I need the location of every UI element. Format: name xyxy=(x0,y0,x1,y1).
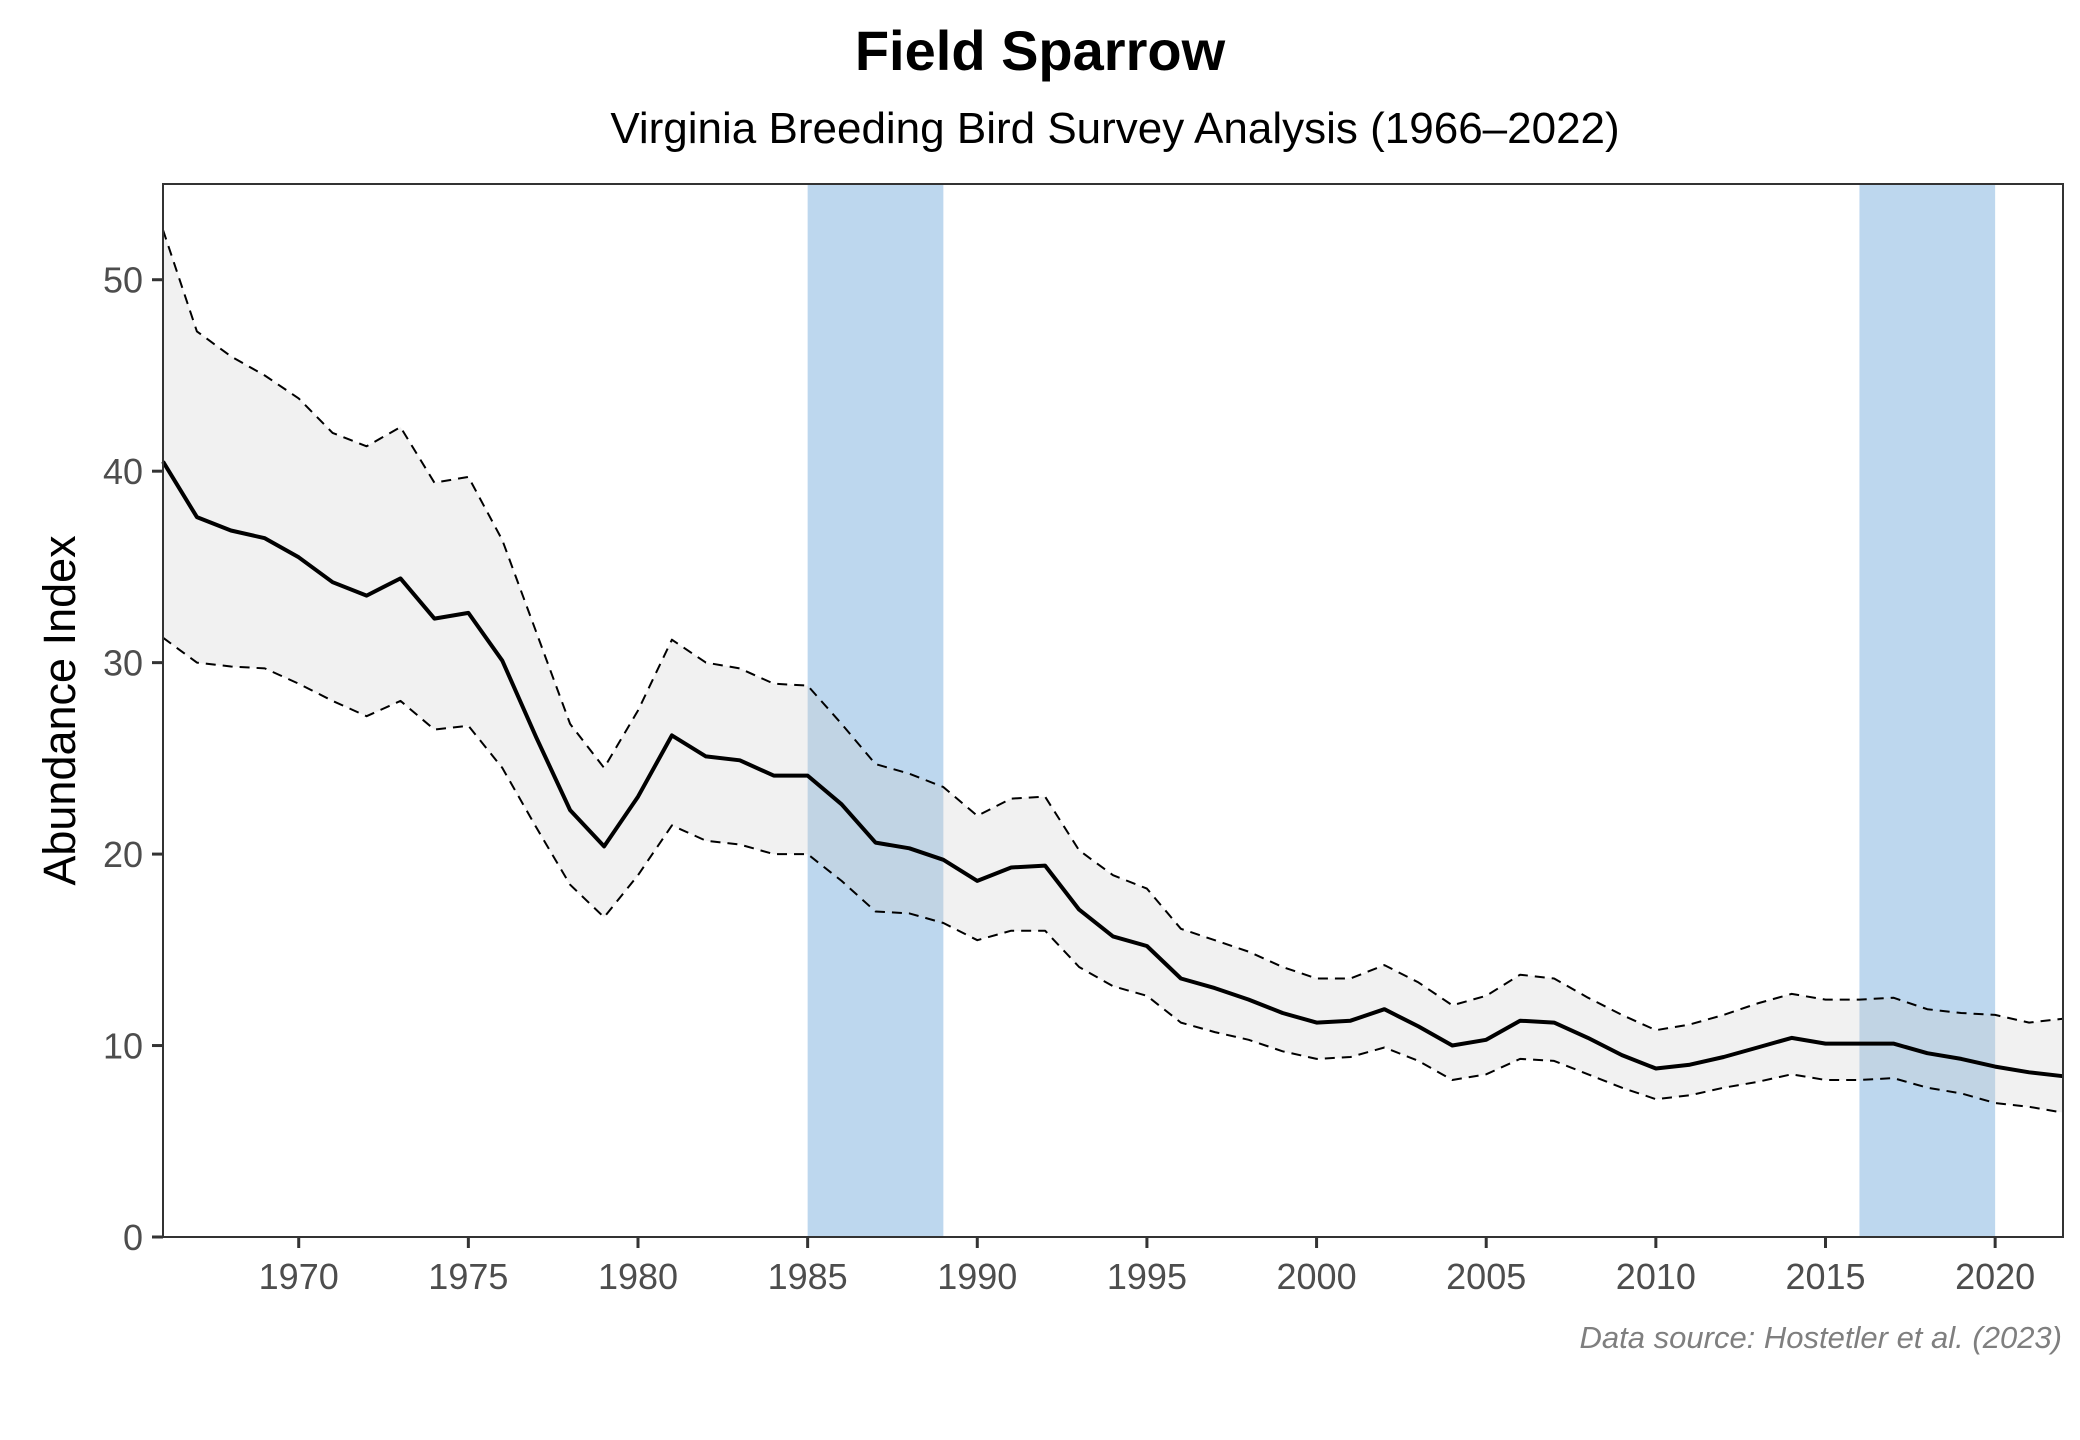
x-tick-label-1970: 1970 xyxy=(259,1256,339,1297)
x-axis: 1970 1975 1980 1985 1990 1995 2000 2005 2010 2015… xyxy=(259,1237,2035,1297)
x-tick-label-1990: 1990 xyxy=(937,1256,1017,1297)
y-tick-label-50: 50 xyxy=(103,260,143,301)
series-lines xyxy=(161,229,2064,1114)
lower-limit-line xyxy=(162,636,2064,1114)
x-tick-label-1975: 1975 xyxy=(428,1256,508,1297)
x-tick-label-2005: 2005 xyxy=(1446,1256,1526,1297)
x-tick-label-1995: 1995 xyxy=(1107,1256,1187,1297)
abundance-index-line xyxy=(161,460,2064,1079)
x-tick-label-1985: 1985 xyxy=(768,1256,848,1297)
chart-title: Field Sparrow xyxy=(854,19,1226,82)
y-tick-label-30: 30 xyxy=(103,643,143,684)
y-axis-title: Abundance Index xyxy=(34,535,85,886)
y-tick-label-20: 20 xyxy=(103,834,143,875)
data-source-caption: Data source: Hostetler et al. (2023) xyxy=(1579,1320,2062,1355)
plot-panel-border xyxy=(162,183,2064,1238)
upper-limit-line xyxy=(162,229,2064,1032)
y-tick-label-10: 10 xyxy=(103,1026,143,1067)
x-tick-label-2000: 2000 xyxy=(1277,1256,1357,1297)
x-tick-label-2020: 2020 xyxy=(1955,1256,2035,1297)
credible-interval-ribbon xyxy=(163,229,2063,1113)
y-tick-label-40: 40 xyxy=(103,451,143,492)
x-tick-label-1980: 1980 xyxy=(598,1256,678,1297)
y-tick-label-0: 0 xyxy=(123,1217,143,1258)
ribbon-area xyxy=(163,229,2063,1113)
highlight-band-1985-1989 xyxy=(807,184,944,1237)
y-axis: 0 10 20 30 40 50 xyxy=(103,260,163,1258)
x-tick-label-2015: 2015 xyxy=(1785,1256,1865,1297)
chart-subtitle: Virginia Breeding Bird Survey Analysis (… xyxy=(610,104,1620,153)
x-tick-label-2010: 2010 xyxy=(1616,1256,1696,1297)
